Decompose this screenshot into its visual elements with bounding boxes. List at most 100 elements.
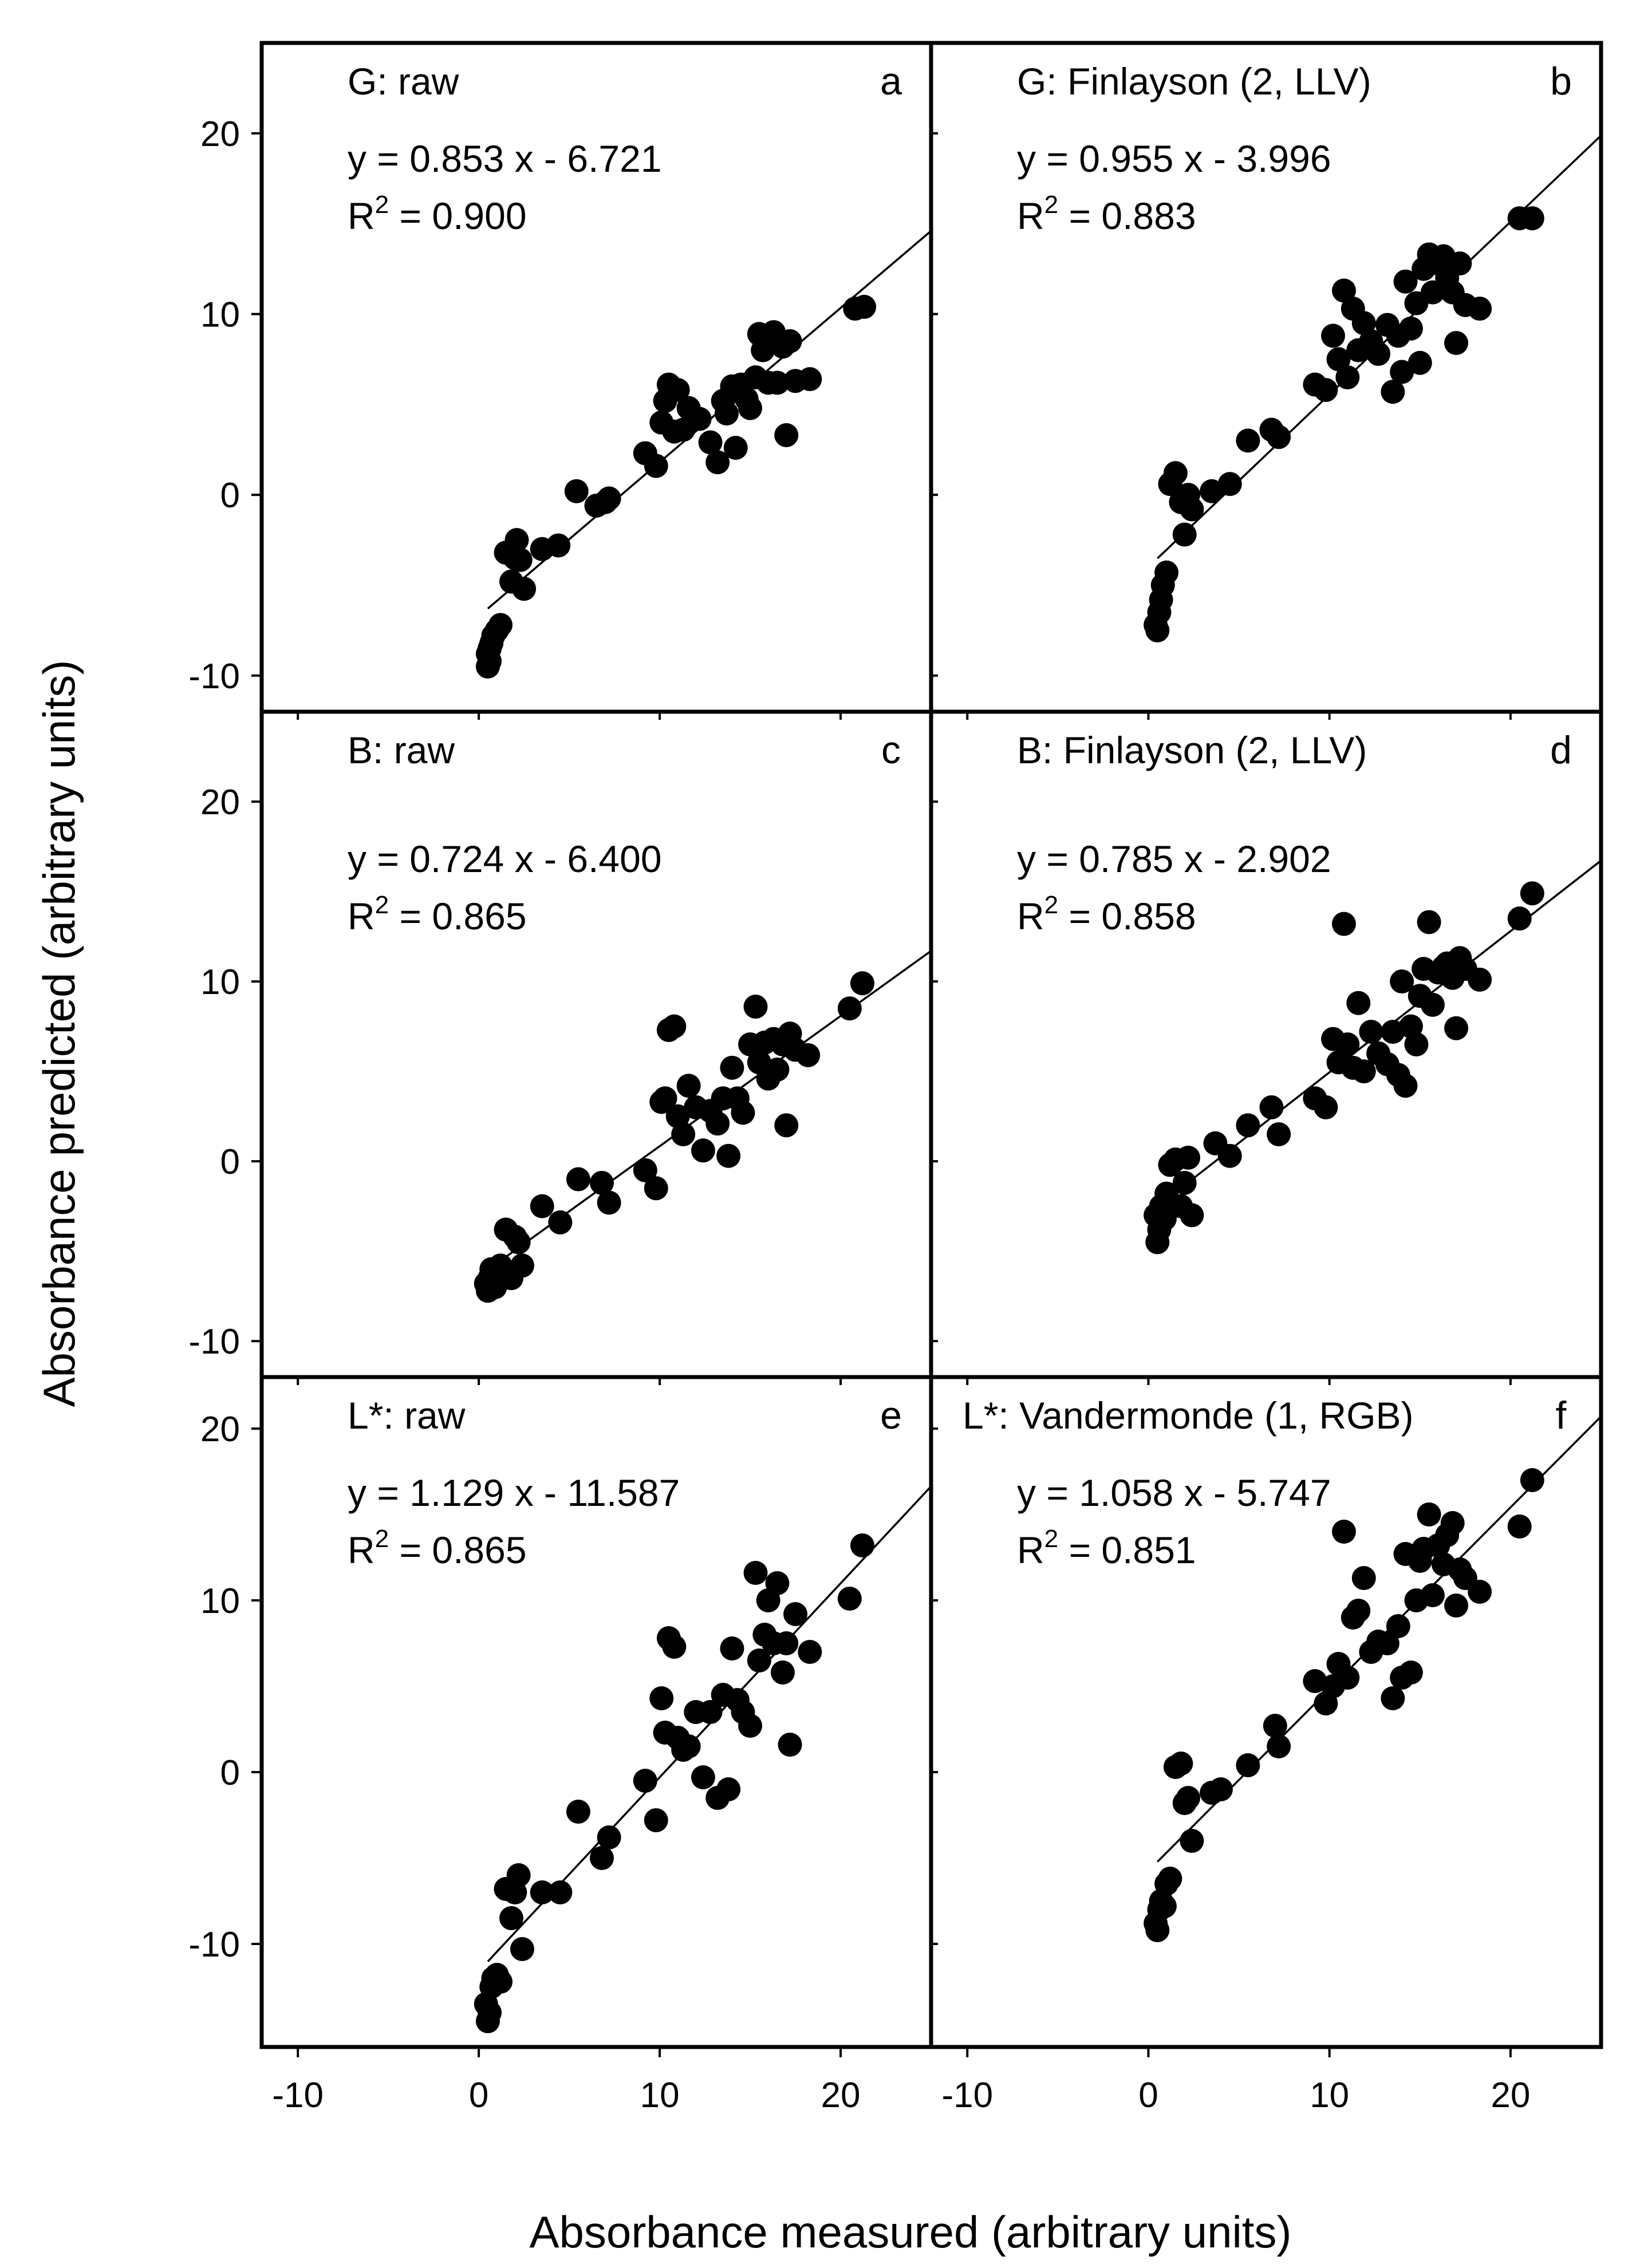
data-point — [589, 1846, 614, 1870]
data-point — [1404, 1032, 1429, 1056]
r2-value: = 0.858 — [1058, 895, 1196, 937]
regression-equation: y = 0.724 x - 6.400 — [348, 838, 662, 880]
x-tick-label: 10 — [1310, 2076, 1349, 2115]
r-squared: R2 = 0.900 — [348, 191, 527, 237]
data-point — [1390, 969, 1414, 994]
data-point — [499, 1906, 524, 1930]
data-point — [1420, 1583, 1445, 1607]
data-point — [698, 1700, 723, 1724]
x-tick-label: -10 — [272, 2076, 324, 2115]
data-point — [1267, 425, 1291, 449]
r-squared: R2 = 0.883 — [1017, 191, 1196, 237]
data-point — [1163, 461, 1188, 486]
data-point — [1335, 1666, 1360, 1690]
regression-equation: y = 1.129 x - 11.587 — [348, 1472, 680, 1514]
data-point — [1335, 1032, 1360, 1056]
y-tick-label: 10 — [200, 295, 240, 335]
r-squared: R2 = 0.858 — [1017, 891, 1196, 937]
data-point — [633, 1769, 657, 1793]
data-point — [1398, 1660, 1423, 1685]
panel-a: -10 0 10 20 G: raw a y = 0.853 x - 6.721 R2 = 0… — [188, 41, 933, 720]
data-point — [1267, 1734, 1291, 1758]
data-point — [1321, 324, 1345, 348]
y-axis-title: Absorbance predicted (arbitrary units) — [34, 660, 84, 1407]
data-point — [1158, 1867, 1182, 1891]
data-point — [1351, 1566, 1376, 1590]
r2-exponent: 2 — [375, 191, 389, 219]
data-point — [1152, 1894, 1177, 1918]
data-point — [798, 367, 822, 392]
data-point — [1169, 1752, 1193, 1776]
data-point — [1468, 1580, 1492, 1604]
panel-f: -10 0 10 20 L*: Vandermonde (1, RGB) f y = 1.0… — [929, 1375, 1603, 2115]
data-point — [488, 613, 513, 637]
data-point — [1236, 1113, 1260, 1138]
data-point — [662, 1635, 687, 1659]
data-point — [731, 1101, 755, 1125]
data-point — [738, 396, 763, 420]
data-point — [1331, 912, 1356, 936]
data-point — [1326, 347, 1351, 372]
panel-b: G: Finlayson (2, LLV) b y = 0.955 x - 3.99… — [929, 41, 1603, 720]
panel-title: L*: Vandermonde (1, RGB) — [963, 1394, 1414, 1437]
data-point — [671, 1122, 696, 1147]
y-tick-label: 20 — [200, 783, 240, 822]
data-point — [1303, 1669, 1327, 1693]
data-point — [1359, 1020, 1383, 1044]
r2-exponent: 2 — [375, 1525, 389, 1553]
panel-d: B: Finlayson (2, LLV) d y = 0.785 x - 2.90… — [929, 709, 1603, 1385]
regression-equation: y = 0.853 x - 6.721 — [348, 137, 662, 180]
data-point — [765, 370, 790, 395]
y-tick-label: -10 — [188, 657, 240, 696]
panel-title: B: Finlayson (2, LLV) — [1017, 729, 1367, 771]
data-point — [1236, 1753, 1260, 1777]
panel-letter: f — [1556, 1394, 1567, 1437]
data-point — [662, 1014, 687, 1039]
data-point — [723, 436, 748, 460]
points — [474, 1533, 874, 2033]
data-point — [676, 1734, 701, 1758]
data-point — [837, 1587, 862, 1611]
panel-letter: c — [881, 728, 901, 772]
data-point — [687, 407, 712, 431]
data-point — [1152, 1206, 1177, 1231]
data-point — [1468, 297, 1492, 321]
data-point — [1145, 618, 1170, 642]
data-point — [770, 1660, 795, 1685]
x-tick-label: 20 — [821, 2076, 861, 2115]
x-axis-title: Absorbance measured (arbitrary units) — [530, 2207, 1292, 2257]
data-point — [1417, 1502, 1441, 1527]
x-tick-label: 0 — [469, 2076, 488, 2115]
r2-value: = 0.851 — [1058, 1529, 1196, 1571]
data-point — [653, 1086, 677, 1111]
data-point — [691, 1765, 715, 1789]
data-point — [751, 338, 775, 362]
data-point — [747, 1648, 771, 1673]
data-point — [548, 1880, 573, 1904]
data-point — [1390, 360, 1414, 384]
r2-prefix: R — [348, 895, 375, 937]
data-point — [644, 1176, 668, 1201]
data-point — [1351, 311, 1376, 336]
data-point — [716, 1777, 741, 1801]
r2-value: = 0.900 — [389, 195, 526, 237]
data-point — [796, 1043, 821, 1067]
data-point — [1314, 378, 1338, 403]
data-point — [691, 1138, 715, 1163]
data-point — [705, 450, 730, 475]
data-point — [510, 1253, 534, 1278]
data-point — [850, 1533, 874, 1557]
r2-exponent: 2 — [1044, 191, 1058, 219]
data-point — [778, 1733, 802, 1757]
r-squared: R2 = 0.865 — [348, 891, 527, 937]
r2-prefix: R — [348, 195, 375, 237]
y-tick-label: 0 — [220, 476, 240, 515]
y-tick-label: 0 — [220, 1753, 240, 1793]
data-point — [633, 1158, 657, 1182]
panel-frame — [259, 709, 933, 1379]
r2-exponent: 2 — [1044, 1525, 1058, 1553]
data-point — [1180, 1829, 1204, 1853]
data-point — [530, 1880, 554, 1904]
regression-equation: y = 1.058 x - 5.747 — [1017, 1472, 1331, 1514]
